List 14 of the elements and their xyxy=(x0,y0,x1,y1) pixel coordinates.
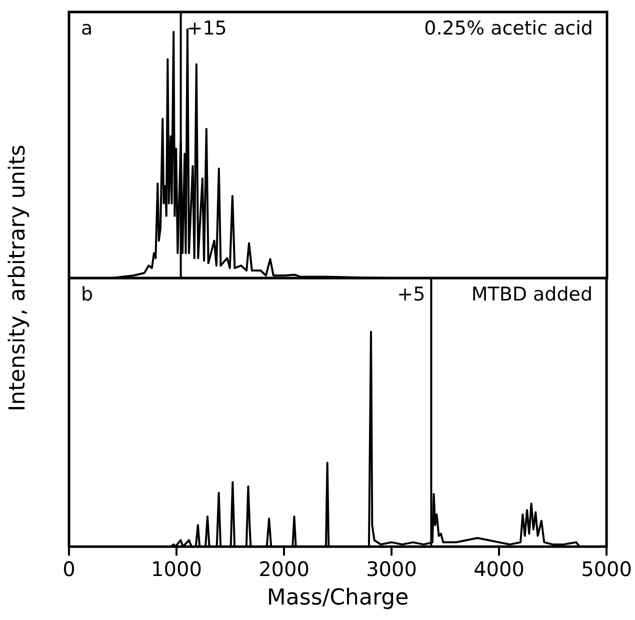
annotation: 0.25% acetic acid xyxy=(424,17,593,40)
x-axis-title: Mass/Charge xyxy=(266,586,409,611)
annotation: +15 xyxy=(186,17,227,40)
y-axis-title: Intensity, arbitrary units xyxy=(6,144,30,412)
text: MTBD added xyxy=(471,283,593,306)
x-tick-label: 0 xyxy=(62,556,76,581)
x-tick-label: 1000 xyxy=(151,556,202,581)
annotation: +5 xyxy=(397,283,426,306)
x-tick-label: 5000 xyxy=(581,556,632,581)
annotation: a xyxy=(81,17,93,40)
text: b xyxy=(81,283,94,306)
x-tick-label: 3000 xyxy=(366,556,417,581)
x-tick-label: 2000 xyxy=(258,556,310,581)
x-tick-label: 4000 xyxy=(474,556,524,581)
